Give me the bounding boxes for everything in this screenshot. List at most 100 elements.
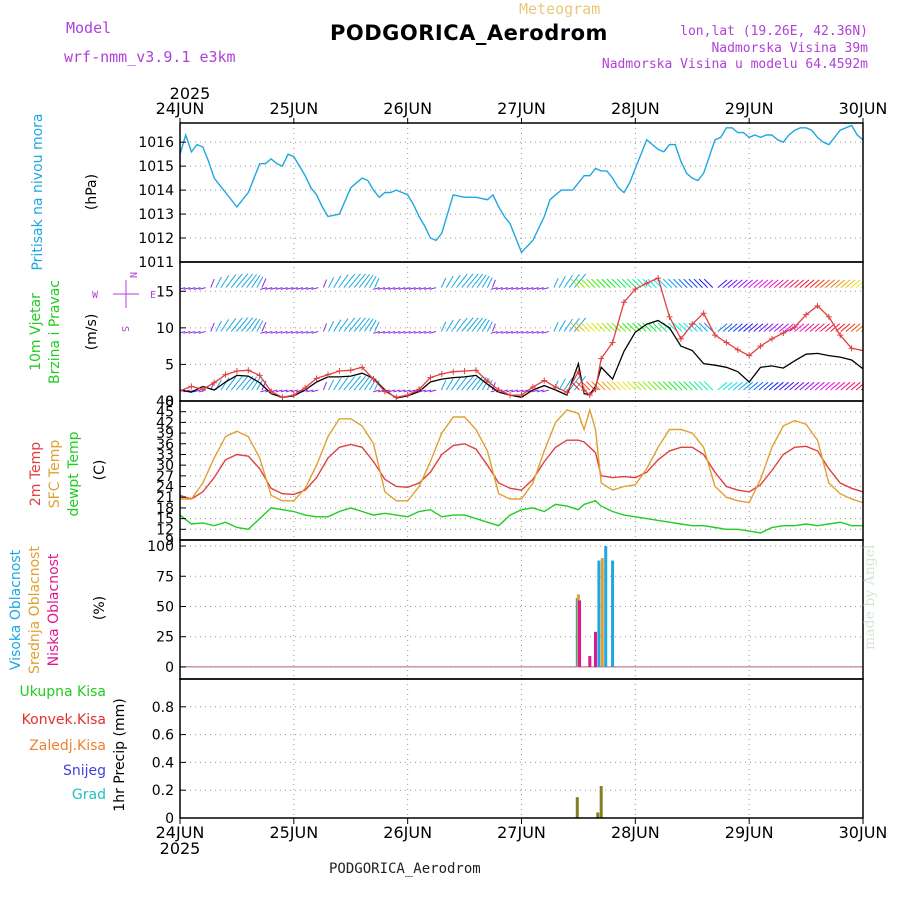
y-tick-label: 15 xyxy=(156,512,174,528)
wind-barb xyxy=(748,381,759,391)
wind-gust-marker xyxy=(188,383,195,390)
cloud-bar-visoka xyxy=(597,560,601,667)
wind-barb xyxy=(732,323,743,332)
wind-barb xyxy=(580,322,591,332)
model-elevation-label: Nadmorska Visina u modelu 64.4592m xyxy=(601,57,868,72)
wind-barb xyxy=(698,381,708,391)
wind-barb xyxy=(372,331,380,334)
wind-barb xyxy=(322,279,328,288)
wind-gust-marker xyxy=(222,371,229,378)
x-year-top: 2025 xyxy=(170,84,211,103)
wind-barb xyxy=(693,278,703,288)
wind-barb xyxy=(456,273,468,288)
wind-barb xyxy=(388,389,396,393)
wind-barb xyxy=(215,320,222,332)
wind-barb xyxy=(445,275,454,288)
wind-barb xyxy=(429,331,437,334)
y-tick-label: 1013 xyxy=(138,207,174,223)
y-tick-label: 0 xyxy=(165,660,174,676)
y-tick-label: 100 xyxy=(147,539,174,555)
wind-barb xyxy=(486,379,493,391)
wind-barb xyxy=(825,279,835,288)
wind-barb xyxy=(717,323,728,332)
wind-barb xyxy=(541,331,549,334)
y-tick-label: 21 xyxy=(156,490,174,506)
wind-barb xyxy=(290,331,298,334)
wind-gust-marker xyxy=(780,329,787,336)
wind-barb xyxy=(758,323,769,332)
wind-barb xyxy=(642,322,652,332)
wind-barb xyxy=(611,381,621,391)
wind-barb xyxy=(601,381,611,391)
wind-barb xyxy=(311,331,319,334)
wind-barb xyxy=(703,278,714,288)
wind-gust-marker xyxy=(564,389,571,396)
wind-barb xyxy=(606,381,616,391)
wind-barb xyxy=(673,322,683,332)
wind-barb xyxy=(403,389,411,393)
wind-barb xyxy=(301,287,309,290)
wind-gust-marker xyxy=(689,321,696,328)
wind-barb xyxy=(180,331,186,334)
wind-barb xyxy=(698,278,708,288)
wind-barb xyxy=(531,331,539,334)
x-tick-label-top: 24JUN xyxy=(156,99,205,118)
wind-barb xyxy=(183,331,191,334)
wind-barb xyxy=(668,322,678,332)
wind-barb xyxy=(220,319,230,332)
page-title: PODGORICA_Aerodrom xyxy=(330,21,608,45)
wind-barb xyxy=(424,287,432,290)
cloud-bar-niska xyxy=(588,656,592,667)
wind-barb xyxy=(840,279,851,288)
wind-barb xyxy=(688,381,698,391)
wind-barb xyxy=(606,278,616,288)
wind-gust-marker xyxy=(677,335,684,342)
wind-barb xyxy=(748,279,759,288)
y-tick-label: 0.2 xyxy=(152,783,174,799)
wind-barb xyxy=(198,287,206,290)
wind-barb xyxy=(773,279,784,288)
wind-barb xyxy=(814,279,825,288)
y-tick-label: 1011 xyxy=(138,255,174,271)
wind-barb xyxy=(637,278,647,288)
cloud-unit-label: (%) xyxy=(92,596,108,620)
x-tick-label-top: 29JUN xyxy=(725,99,774,118)
wind-barb xyxy=(235,375,249,391)
x-tick-label-top: 26JUN xyxy=(383,99,432,118)
wind-barb xyxy=(440,321,447,332)
wind-barb xyxy=(490,287,498,290)
pressure-param-label: Pritisak na nivou mora xyxy=(30,113,46,270)
wind-barb xyxy=(495,287,503,290)
wind-barb xyxy=(311,389,319,393)
wind-gust-marker xyxy=(837,332,844,339)
wind-barb xyxy=(261,322,267,332)
wind-barb xyxy=(683,381,693,391)
wind-barb xyxy=(627,381,637,391)
wind-barb xyxy=(738,323,748,332)
wind-gust-marker xyxy=(712,332,719,339)
precip-bar xyxy=(596,812,600,818)
wind-barb xyxy=(563,274,574,288)
wind-barb xyxy=(403,287,411,290)
wind-barb xyxy=(429,287,437,290)
temp-line-2m-temp xyxy=(180,439,863,500)
wind-gust-marker xyxy=(450,368,457,375)
y-tick-label: 48 xyxy=(156,394,174,410)
wind-barb xyxy=(275,331,283,334)
wind-barb xyxy=(333,319,342,332)
wind-barb xyxy=(241,273,254,288)
wind-barb xyxy=(693,322,703,332)
y-tick-label: 10 xyxy=(156,321,174,337)
wind-barb xyxy=(486,321,493,332)
wind-gust-marker xyxy=(347,367,354,374)
wind-barb xyxy=(586,278,596,288)
wind-barb xyxy=(789,279,800,288)
wind-barb xyxy=(809,279,820,288)
wind-barb xyxy=(210,322,215,332)
wind-barb xyxy=(445,378,454,391)
wind-barb xyxy=(558,378,566,391)
x-tick-label-bottom: 27JUN xyxy=(497,823,546,842)
wind-gust-marker xyxy=(199,386,206,393)
wind-barb xyxy=(383,331,391,334)
wind-barb xyxy=(251,318,261,332)
